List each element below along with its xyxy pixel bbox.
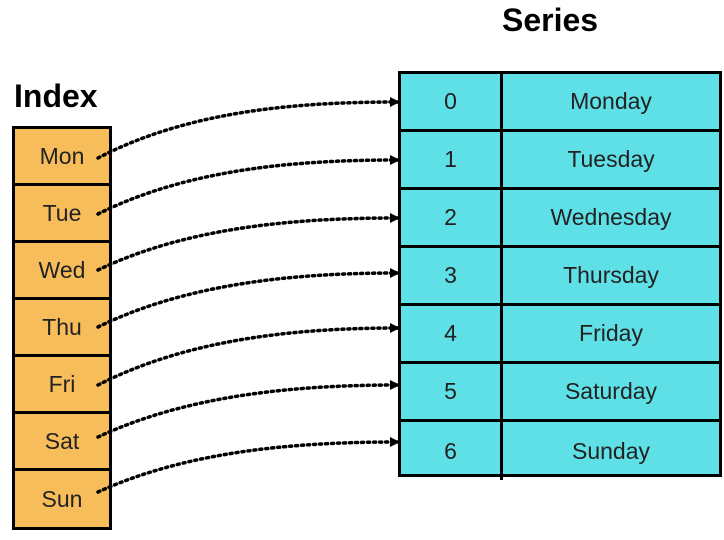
index-column: Mon Tue Wed Thu Fri Sat Sun <box>12 126 112 530</box>
index-cell-mon: Mon <box>15 129 109 186</box>
series-row: 0 Monday <box>401 74 719 132</box>
series-row: 3 Thursday <box>401 248 719 306</box>
series-title: Series <box>502 2 599 38</box>
index-cell-wed: Wed <box>15 243 109 300</box>
series-index-cell: 5 <box>401 364 503 419</box>
mapping-arrow <box>96 323 400 387</box>
series-index-cell: 3 <box>401 248 503 303</box>
index-cell-sun: Sun <box>41 486 83 512</box>
series-index-cell: 1 <box>401 132 503 187</box>
mapping-arrow <box>96 268 400 329</box>
series-value-cell: Saturday <box>564 378 658 404</box>
index-cell-tue: Tue <box>15 186 109 243</box>
series-value-cell: Monday <box>570 88 652 114</box>
series-value-cell: Wednesday <box>550 204 672 230</box>
mapping-arrow <box>96 155 400 216</box>
series-row: 2 Wednesday <box>401 190 719 248</box>
mapping-arrow <box>96 213 400 272</box>
mapping-arrow <box>96 437 400 494</box>
series-index-cell: 4 <box>401 306 503 361</box>
series-table: 0 Monday 1 Tuesday 2 Wednesday 3 Thursda… <box>398 71 722 480</box>
index-cell-sat: Sat <box>15 414 109 471</box>
series-index-cell: 0 <box>401 74 503 129</box>
series-value-cell: Sunday <box>571 437 650 464</box>
series-value-cell: Thursday <box>563 262 659 288</box>
mapping-arrow <box>96 380 400 439</box>
series-value-cell: Tuesday <box>567 146 655 172</box>
series-row: 4 Friday <box>401 306 719 364</box>
series-index-cell: 2 <box>401 190 503 245</box>
series-index-cell: 6 <box>401 422 503 480</box>
index-cell-fri: Fri <box>15 357 109 414</box>
series-row: 6 Sunday <box>401 422 719 480</box>
index-cell-thu: Thu <box>15 300 109 357</box>
series-value-cell: Friday <box>579 320 643 346</box>
index-title: Index <box>14 78 98 114</box>
series-row: 1 Tuesday <box>401 132 719 190</box>
series-row: 5 Saturday <box>401 364 719 422</box>
mapping-arrow <box>96 97 400 160</box>
